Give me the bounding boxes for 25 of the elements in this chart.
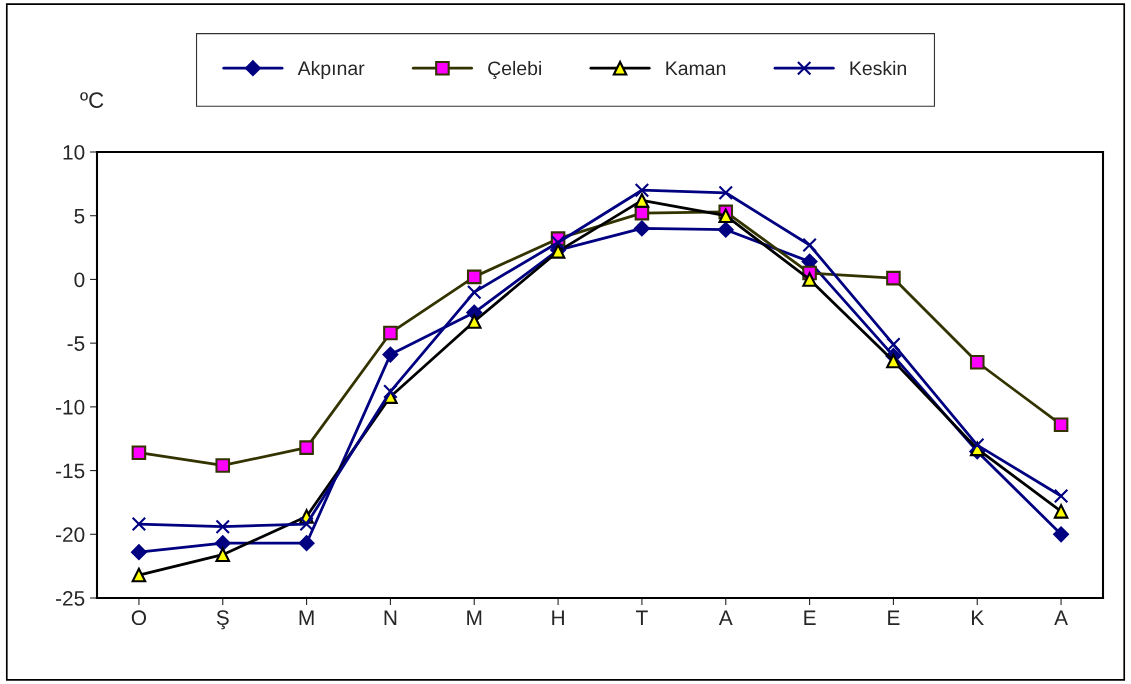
y-tick-label: -5 (67, 336, 85, 351)
legend-label: Keskin (850, 60, 906, 76)
y-tick-label: 10 (63, 145, 85, 160)
legend-label: Akpınar (297, 60, 365, 80)
x-tick-label: O (131, 610, 147, 626)
x-tick-label: N (384, 610, 397, 625)
y-tick-label: -20 (56, 527, 85, 543)
x-tick-label: A (1054, 610, 1068, 625)
y-tick-label: 5 (74, 208, 85, 224)
x-tick-label: A (718, 610, 733, 625)
x-tick-label: M (467, 610, 482, 625)
y-axis-title: ºC (80, 92, 104, 108)
y-tick-label: -15 (56, 463, 85, 479)
legend-label: Kaman (666, 61, 726, 76)
x-tick-label: K (972, 610, 984, 625)
x-tick-label: M (299, 610, 314, 625)
y-tick-label: -25 (56, 591, 85, 606)
x-tick-label: E (804, 610, 816, 625)
x-tick-label: H (552, 610, 564, 625)
x-tick-label: Ş (216, 610, 229, 630)
y-tick-label: -10 (56, 399, 85, 415)
x-tick-label: T (636, 610, 648, 625)
legend-label: Çelebi (488, 60, 541, 80)
x-tick-label: E (888, 610, 900, 625)
y-tick-label: 0 (74, 272, 85, 288)
